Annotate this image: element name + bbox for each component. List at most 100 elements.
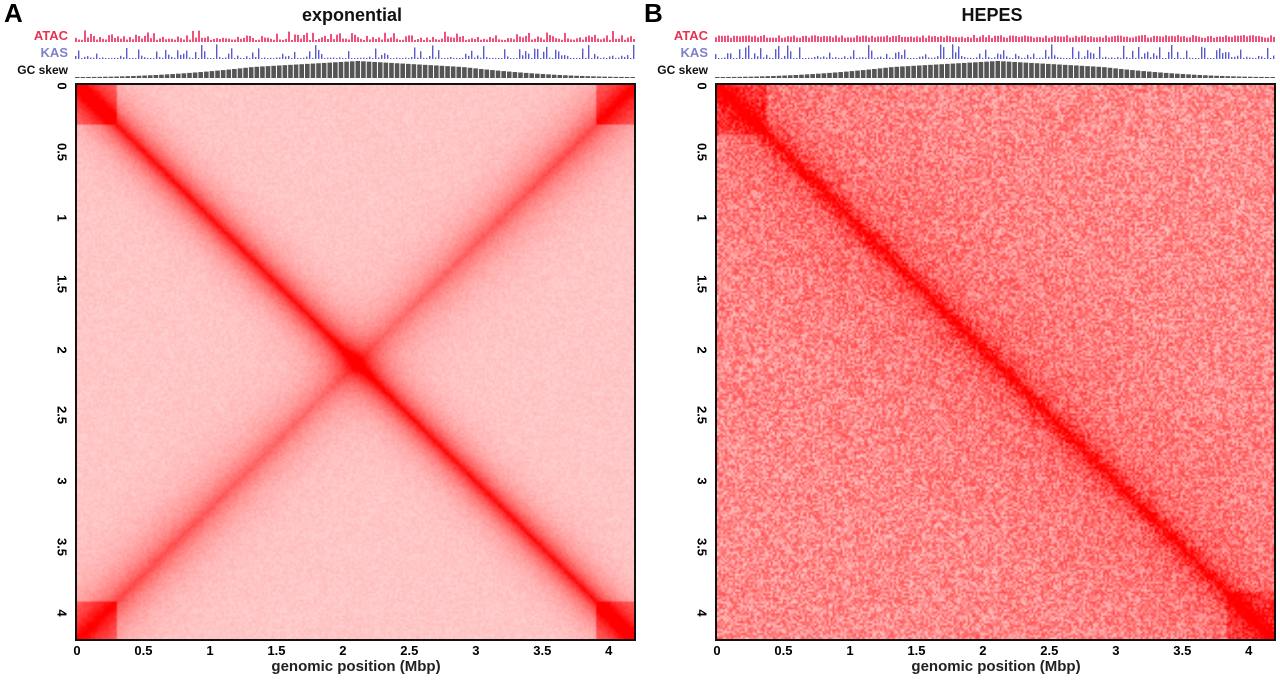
kas-bar: [273, 57, 275, 59]
atac-bar: [1129, 37, 1131, 42]
gc-skew-bar: [832, 72, 838, 78]
kas-bar: [183, 53, 185, 59]
atac-bar: [255, 39, 257, 42]
kas-bar: [546, 46, 548, 59]
atac-bar: [1213, 37, 1215, 42]
kas-bar: [736, 57, 738, 59]
atac-bar: [183, 39, 185, 42]
gc-skew-bar: [956, 63, 961, 78]
kas-bar: [360, 57, 362, 59]
y-tick-label: 3: [694, 477, 710, 485]
kas-bar: [402, 57, 404, 59]
kas-bar: [108, 57, 110, 59]
gc-skew-bar: [215, 70, 220, 78]
kas-bar: [1036, 57, 1038, 59]
atac-bar: [267, 37, 269, 42]
kas-bar: [351, 57, 353, 59]
kas-bar: [375, 48, 377, 59]
kas-bar: [144, 57, 146, 59]
atac-bar: [1021, 36, 1023, 42]
kas-bar: [369, 56, 371, 59]
kas-bar: [366, 57, 368, 59]
kas-bar: [555, 49, 557, 59]
kas-bar: [1153, 53, 1155, 59]
gc-skew-bar: [1169, 73, 1175, 78]
atac-bar: [462, 36, 464, 42]
kas-bar: [1051, 44, 1053, 59]
gc-skew-bar: [243, 67, 248, 78]
kas-bar: [531, 57, 533, 59]
atac-bar: [838, 37, 840, 42]
gc-skew-bar: [860, 70, 866, 78]
kas-bar: [495, 57, 497, 59]
gc-skew-bar: [80, 76, 86, 78]
atac-bar: [1192, 35, 1194, 42]
atac-bar: [363, 39, 365, 42]
tracks: [715, 35, 1275, 78]
x-tick-label: 4: [1245, 643, 1253, 658]
kas-bar: [126, 47, 128, 59]
atac-bar: [438, 39, 440, 42]
x-tick-label: 2: [979, 643, 987, 658]
atac-bar: [399, 39, 401, 42]
kas-bar: [339, 57, 341, 59]
kas-bar: [1054, 55, 1056, 59]
gc-skew-bar: [1074, 65, 1079, 78]
kas-bar: [411, 56, 413, 59]
kas-bar: [315, 45, 317, 59]
kas-bar: [1210, 57, 1212, 59]
kas-bar: [606, 58, 608, 59]
kas-bar: [1174, 57, 1176, 59]
chart-title: exponential: [301, 5, 403, 25]
atac-bar: [507, 38, 509, 42]
kas-bar: [465, 53, 467, 59]
gc-skew-bar: [327, 62, 333, 78]
kas-bar: [769, 57, 771, 59]
kas-bar: [1123, 45, 1125, 59]
atac-bar: [375, 38, 377, 42]
gc-skew-bar: [715, 77, 720, 78]
kas-bar: [868, 45, 870, 59]
atac-bar: [799, 37, 801, 42]
atac-bar: [997, 35, 999, 42]
kas-bar: [84, 56, 86, 59]
gc-skew-bar: [422, 64, 428, 78]
gc-skew-bar: [1219, 75, 1225, 78]
atac-bar: [198, 30, 200, 42]
atac-bar: [727, 35, 729, 42]
kas-bar: [570, 57, 572, 59]
kas-bar: [276, 57, 278, 59]
atac-bar: [907, 37, 909, 42]
kas-bar: [309, 51, 311, 59]
atac-bar: [940, 36, 942, 42]
atac-bar: [264, 37, 266, 42]
atac-bar: [1204, 37, 1206, 42]
atac-bar: [303, 34, 305, 42]
kas-bar: [612, 55, 614, 59]
atac-bar: [330, 33, 332, 42]
chart-title: HEPES: [961, 5, 1023, 25]
atac-bar: [609, 39, 611, 42]
gc-skew-bar: [995, 61, 1001, 78]
atac-bar: [1105, 35, 1107, 42]
atac-bar: [1081, 35, 1083, 42]
kas-bar: [588, 45, 590, 59]
atac-bar: [591, 36, 593, 42]
gc-skew-bar: [782, 75, 787, 78]
kas-bar: [282, 53, 284, 59]
atac-bar: [444, 31, 446, 42]
kas-bar: [246, 56, 248, 59]
gc-skew-bar: [939, 64, 944, 78]
atac-bar: [1264, 37, 1266, 42]
atac-bar: [249, 35, 251, 42]
y-tick-label: 1.5: [694, 274, 710, 293]
kas-bar: [1030, 57, 1032, 59]
kas-bar: [294, 51, 296, 59]
kas-bar: [567, 56, 569, 59]
atac-bar: [1099, 36, 1101, 42]
kas-bar: [393, 57, 395, 59]
atac-bar: [162, 36, 164, 42]
kas-bar: [1135, 57, 1137, 59]
kas-bar: [228, 53, 230, 59]
kas-bar: [618, 57, 620, 59]
